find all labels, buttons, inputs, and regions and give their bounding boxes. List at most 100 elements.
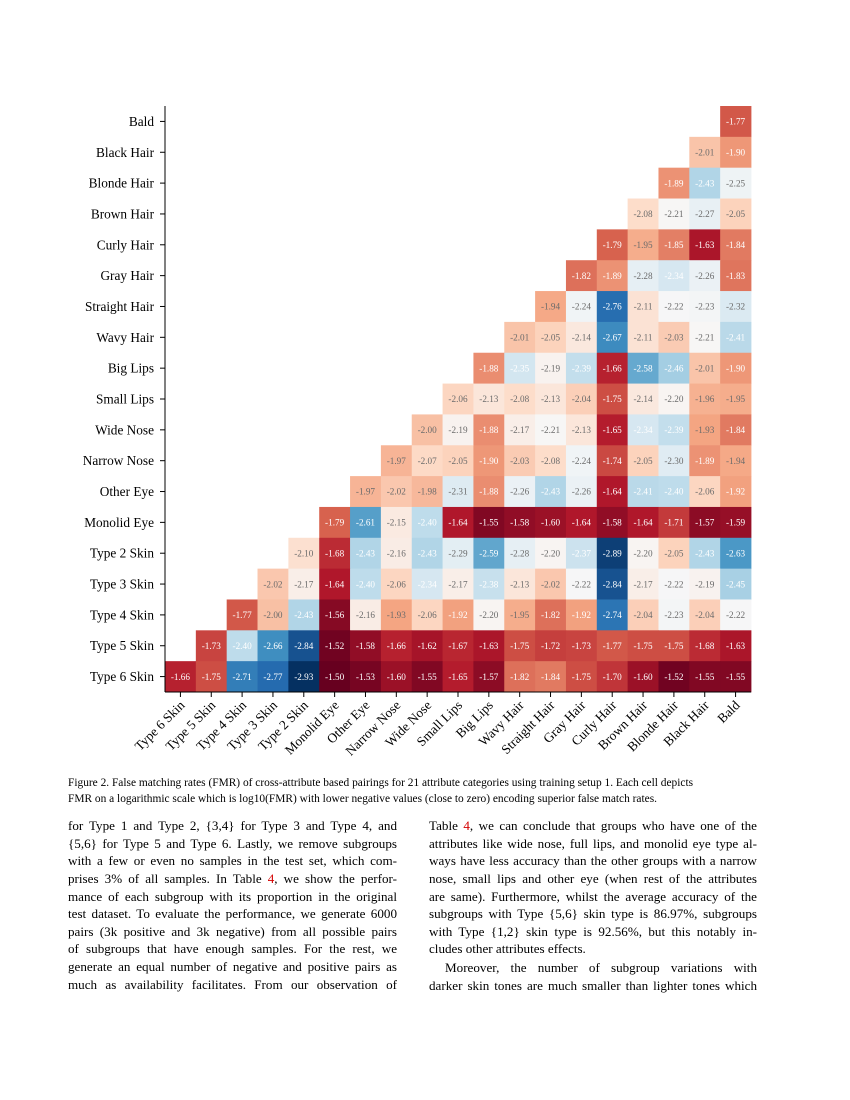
cell-value-label: -1.90: [479, 456, 499, 466]
cell-value-label: -2.05: [448, 456, 468, 466]
heatmap-cell: [411, 537, 443, 570]
y-tick-label: Wavy Hair: [96, 330, 154, 345]
cell-value-label: -1.82: [510, 672, 530, 682]
heatmap-cell: [627, 383, 659, 415]
text: subgroups with Type {5,6} skin type is 8…: [429, 906, 757, 922]
cell-value-label: -1.60: [541, 518, 561, 528]
heatmap-cell: [658, 383, 690, 415]
cell-value-label: -1.92: [448, 610, 468, 620]
heatmap-cell: [596, 568, 629, 600]
heatmap-cell: [627, 321, 659, 354]
heatmap-cell: [720, 599, 752, 631]
cell-value-label: -2.19: [695, 579, 715, 589]
cell-value-label: -1.57: [695, 518, 715, 528]
cell-value-label: -1.74: [603, 456, 623, 466]
heatmap-cell: [380, 630, 413, 662]
heatmap-cell: [720, 167, 752, 199]
heatmap-cell: [689, 321, 721, 354]
cell-value-label: -1.60: [387, 672, 407, 682]
cell-value-label: -1.94: [726, 456, 746, 466]
cell-value-label: -1.88: [479, 487, 499, 497]
heatmap-cell: [442, 661, 474, 693]
text: test dataset. To evaluate the performanc…: [68, 906, 397, 922]
cell-value-label: -2.45: [726, 579, 746, 589]
heatmap-cell: [720, 352, 752, 384]
cell-value-label: -2.25: [726, 178, 746, 188]
heatmap-cell: [720, 321, 752, 354]
heatmap-cell: [319, 630, 351, 662]
heatmap-cell: [689, 661, 721, 693]
text-line: subgroups with Type {5,6} skin type is 8…: [429, 905, 757, 923]
cell-value-label: -2.43: [418, 548, 438, 558]
heatmap-cell: [658, 630, 690, 662]
cell-value-label: -2.04: [633, 610, 653, 620]
heatmap-cell: [350, 476, 382, 508]
heatmap-cell: [689, 445, 721, 477]
cell-value-label: -1.93: [695, 425, 715, 435]
cell-value-label: -1.75: [510, 641, 530, 651]
heatmap-cell: [411, 414, 443, 446]
cell-value-label: -1.89: [603, 271, 623, 281]
cell-value-label: -2.28: [633, 271, 653, 281]
cell-value-label: -1.65: [448, 672, 468, 682]
heatmap-cell: [689, 167, 721, 199]
heatmap-cell: [689, 260, 721, 292]
heatmap-cell: [720, 106, 752, 138]
cell-value-label: -2.08: [541, 456, 561, 466]
heatmap-cell: [442, 476, 474, 508]
reference-link[interactable]: 4: [463, 818, 470, 833]
heatmap-cell: [504, 445, 536, 477]
cell-value-label: -2.37: [572, 548, 592, 558]
heatmap-cell: [689, 414, 721, 446]
cell-value-label: -2.17: [510, 425, 530, 435]
cell-value-label: -1.56: [325, 610, 345, 620]
heatmap-cell: [411, 599, 443, 631]
heatmap-cell: [720, 383, 752, 415]
heatmap-cell: [473, 537, 505, 570]
heatmap-cell: [504, 506, 536, 539]
cell-value-label: -1.96: [695, 394, 715, 404]
heatmap-cell: [565, 352, 598, 384]
heatmap-cell: [658, 260, 690, 292]
y-tick-label: Type 3 Skin: [90, 577, 154, 592]
heatmap-cell: [658, 229, 690, 261]
cell-value-label: -1.84: [726, 425, 746, 435]
heatmap-cell: [535, 352, 567, 384]
heatmap-cell: [226, 630, 258, 662]
cell-value-label: -2.02: [541, 579, 561, 589]
cell-value-label: -2.40: [356, 579, 376, 589]
heatmap-cell: [535, 321, 567, 354]
cell-value-label: -1.60: [633, 672, 653, 682]
cell-value-label: -2.58: [633, 363, 653, 373]
cell-value-label: -1.55: [726, 672, 746, 682]
heatmap-cell: [596, 630, 629, 662]
cell-value-label: -2.11: [634, 333, 653, 343]
paragraph: Moreover, the number of subgroup variati…: [429, 959, 757, 994]
cell-value-label: -2.01: [695, 363, 715, 373]
heatmap-cell: [288, 537, 320, 570]
left-column: for Type 1 and Type 2, {3,4} for Type 3 …: [68, 817, 397, 993]
heatmap-cell: [442, 506, 474, 539]
cell-value-label: -1.59: [726, 518, 746, 528]
x-tick-label: Bald: [714, 697, 743, 726]
heatmap-cell: [627, 445, 659, 477]
caption-line: Figure 2. False matching rates (FMR) of …: [68, 777, 694, 789]
cell-value-label: -2.93: [294, 672, 314, 682]
cell-value-label: -2.13: [572, 425, 592, 435]
cell-value-label: -2.17: [294, 579, 314, 589]
text-line: prises 3% of all samples. In Table 4, we…: [68, 870, 397, 888]
cell-value-label: -1.98: [418, 487, 438, 497]
cell-value-label: -1.84: [726, 240, 746, 250]
cell-value-label: -1.68: [325, 548, 345, 558]
cell-value-label: -1.53: [356, 672, 376, 682]
heatmap-cell: [689, 599, 721, 631]
heatmap-cell: [596, 476, 629, 508]
heatmap-cell: [350, 537, 382, 570]
cell-value-label: -2.22: [726, 610, 746, 620]
heatmap-cell: [350, 568, 382, 600]
heatmap-cell: [442, 383, 474, 415]
heatmap-cell: [720, 136, 752, 169]
heatmap-cell: [350, 661, 382, 693]
heatmap-cell: [689, 476, 721, 508]
reference-link[interactable]: 4: [267, 870, 275, 886]
